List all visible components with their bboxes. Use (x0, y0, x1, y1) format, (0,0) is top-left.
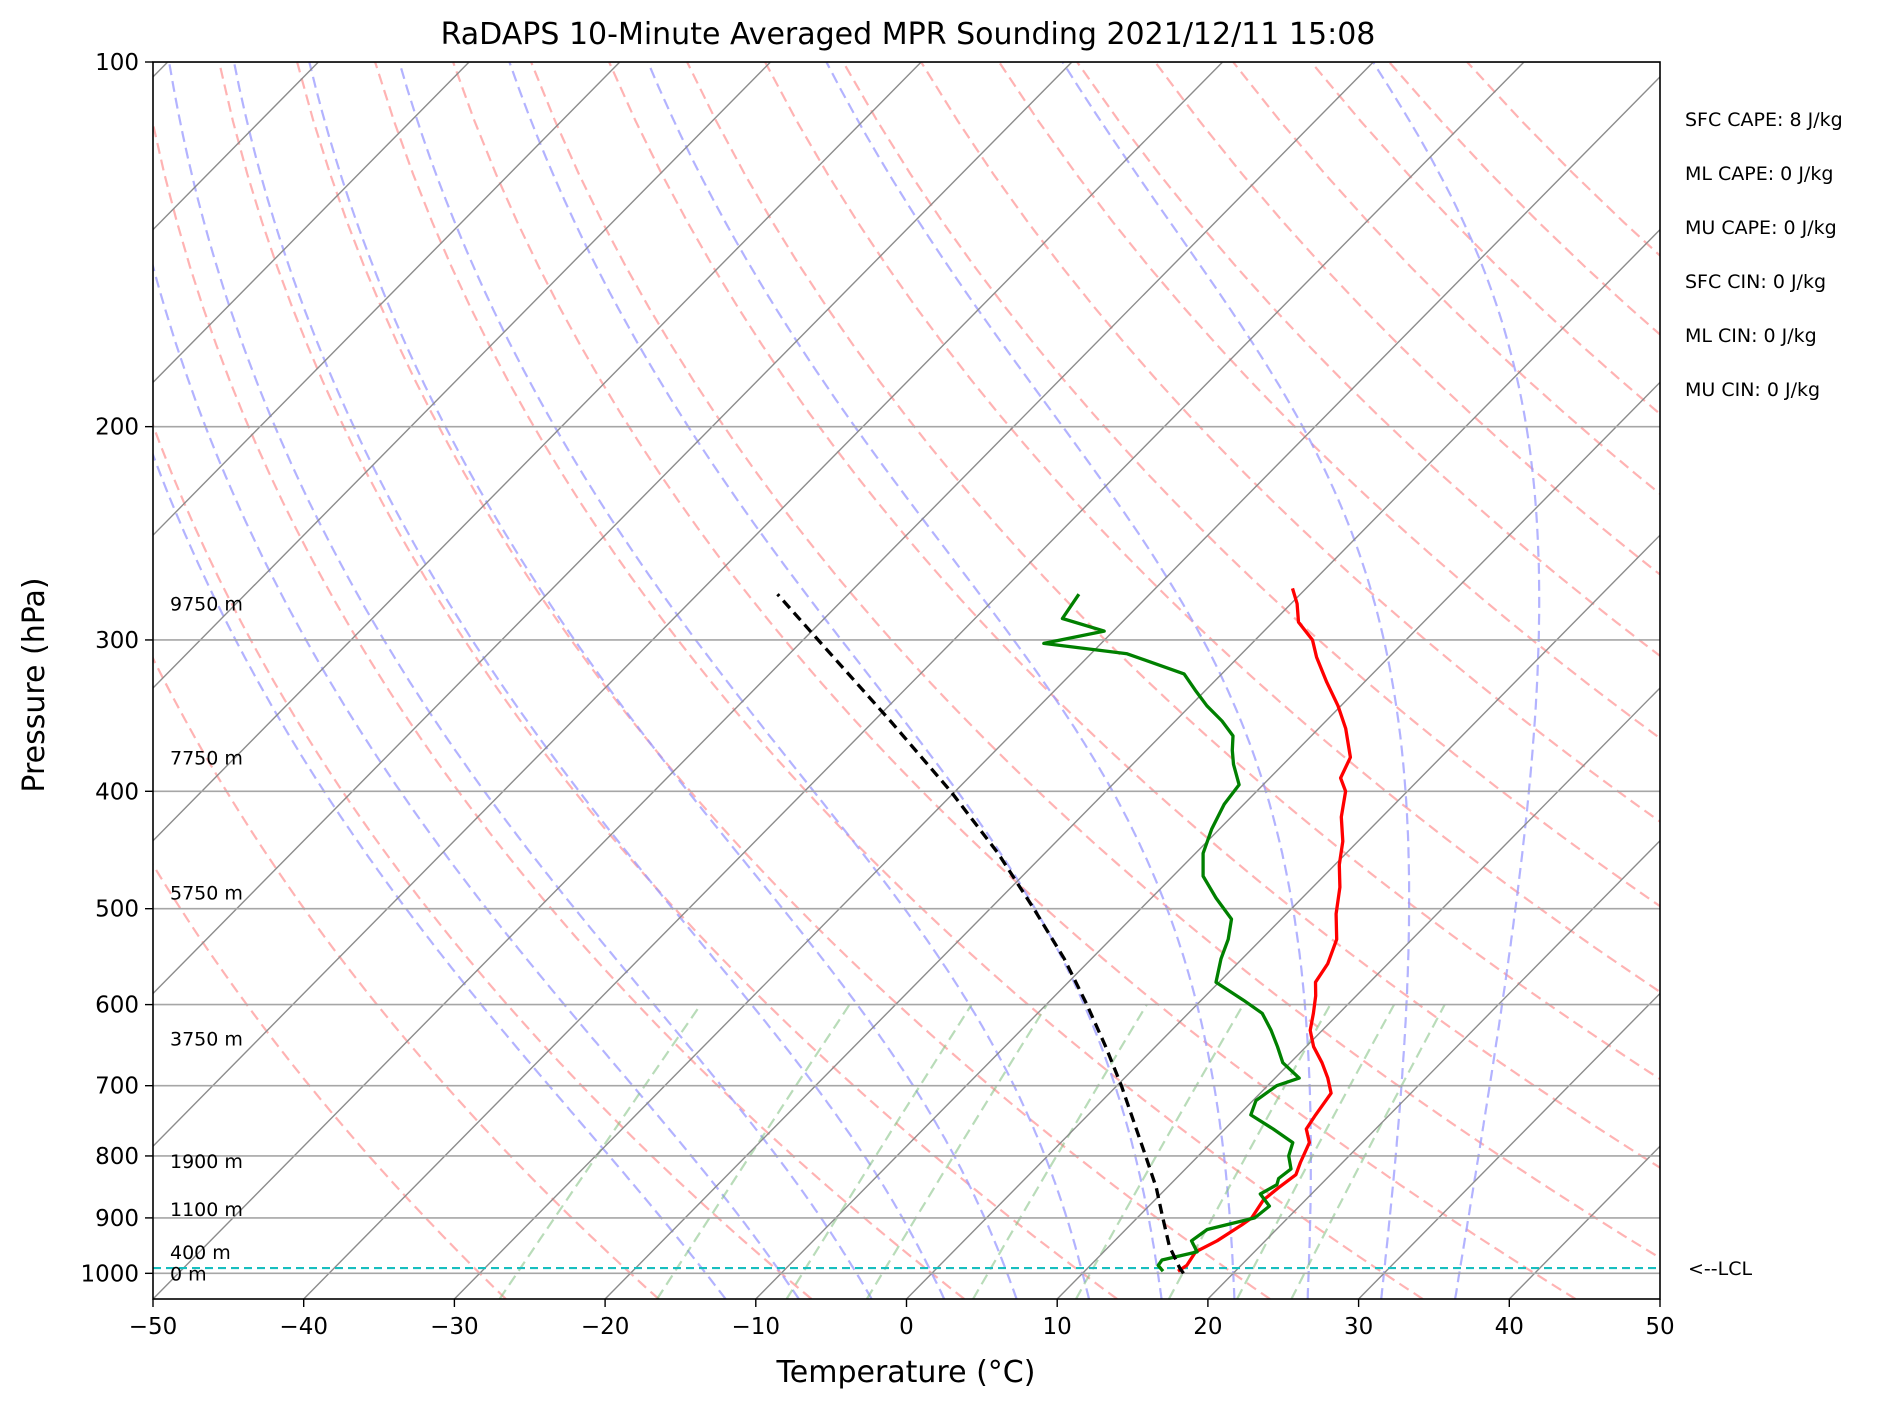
parcel-path-line (776, 593, 1185, 1275)
moist-adiabat-line (508, 62, 1163, 1299)
moist-adiabat-line (153, 262, 800, 1299)
mu-cape-text: MU CAPE: 0 J/kg (1685, 217, 1837, 239)
dry-adiabat-line (530, 62, 1660, 1260)
y-tick-label: 100 (95, 50, 139, 76)
moist-adiabat-line (398, 62, 1091, 1299)
height-label: 5750 m (170, 883, 243, 905)
y-tick-label: 800 (95, 1144, 139, 1170)
x-tick-label: 10 (1043, 1314, 1072, 1340)
moist-adiabat-line (1061, 62, 1411, 1299)
isotherm-line (153, 62, 1073, 995)
dry-adiabat-line (1154, 62, 1660, 576)
moist-adiabat-line (646, 62, 1236, 1299)
isotherm-line (1207, 839, 1660, 1299)
isotherm-line (153, 62, 1374, 1299)
ml-cin-text: ML CIN: 0 J/kg (1685, 325, 1817, 347)
x-tick-label: 0 (899, 1314, 914, 1340)
x-tick-label: 30 (1344, 1314, 1373, 1340)
chart-title: RaDAPS 10-Minute Averaged MPR Sounding 2… (441, 17, 1376, 52)
dry-adiabat-line (452, 62, 1577, 1299)
lcl-label: <--LCL (1688, 1258, 1752, 1280)
plot-frame (152, 61, 1661, 1300)
mixing-ratio-line (1290, 1004, 1446, 1299)
temperature-profile-line (1177, 587, 1353, 1273)
dry-adiabat-line (608, 62, 1660, 1169)
height-label: 9750 m (170, 594, 243, 616)
x-tick-label: −50 (129, 1314, 178, 1340)
mixing-ratio-line (498, 1003, 702, 1299)
dry-adiabat-line (153, 118, 965, 1299)
mixing-ratio-line (785, 1004, 973, 1299)
sfc-cape-text: SFC CAPE: 8 J/kg (1685, 109, 1843, 131)
isotherm-line (303, 62, 1525, 1299)
height-label: 0 m (170, 1263, 207, 1285)
isotherm-line (153, 62, 621, 537)
isotherm-line (755, 381, 1660, 1299)
height-label: 7750 m (170, 747, 243, 769)
dry-adiabat-line (153, 422, 813, 1299)
dry-adiabat-line (1076, 62, 1660, 658)
moist-adiabat-line (1372, 62, 1541, 1299)
moist-adiabat-line (168, 62, 873, 1299)
isotherm-line (153, 62, 771, 689)
mixing-ratio-line (1075, 1004, 1245, 1299)
moist-adiabat-line (232, 62, 946, 1299)
height-label: 1900 m (170, 1151, 243, 1173)
dry-adiabat-line (842, 62, 1660, 908)
dry-adiabat-line (153, 655, 660, 1299)
isotherm-line (153, 62, 470, 384)
y-tick-label: 300 (95, 628, 139, 654)
dry-adiabat-line (998, 62, 1660, 740)
x-tick-label: 40 (1495, 1314, 1524, 1340)
x-tick-label: 50 (1645, 1314, 1674, 1340)
isotherm-line (906, 534, 1660, 1299)
dewpoint-profile-line (1042, 593, 1301, 1273)
mu-cin-text: MU CIN: 0 J/kg (1685, 379, 1821, 401)
y-tick-label: 900 (95, 1206, 139, 1232)
y-tick-label: 400 (95, 779, 139, 805)
x-tick-label: −40 (279, 1314, 328, 1340)
y-axis-label: Pressure (hPa) (17, 577, 52, 792)
x-tick-label: −10 (732, 1314, 781, 1340)
y-tick-label: 200 (95, 415, 139, 441)
moist-adiabat-line (308, 62, 1018, 1299)
y-tick-label: 600 (95, 993, 139, 1019)
mixing-ratio-line (1236, 1004, 1396, 1299)
dry-adiabat-line (764, 62, 1660, 994)
isotherm-line (153, 62, 1224, 1148)
mixing-ratio-line (972, 1004, 1148, 1299)
x-axis-label: Temperature (°C) (776, 1355, 1036, 1390)
mixing-ratio-line (865, 1004, 1048, 1299)
x-tick-label: −20 (581, 1314, 630, 1340)
y-tick-label: 700 (95, 1074, 139, 1100)
dry-adiabat-line (296, 62, 1271, 1299)
isotherm-line (1056, 686, 1660, 1299)
y-tick-label: 500 (95, 897, 139, 923)
isotherm-line (153, 62, 922, 842)
isotherm-line (0, 62, 17, 1299)
ml-cape-text: ML CAPE: 0 J/kg (1685, 163, 1834, 185)
mixing-ratio-line (656, 1003, 851, 1299)
isotherm-line (1358, 992, 1660, 1299)
moist-adiabat-line (825, 62, 1313, 1299)
height-label: 400 m (170, 1242, 231, 1264)
moist-adiabat-line (153, 451, 727, 1299)
dry-adiabat-line (374, 62, 1424, 1299)
height-label: 3750 m (170, 1029, 243, 1051)
dry-adiabat-line (218, 62, 1118, 1299)
sounding-stats-panel: SFC CAPE: 8 J/kg ML CAPE: 0 J/kg MU CAPE… (1685, 108, 1843, 432)
isotherm-line (453, 75, 1660, 1299)
dry-adiabat-line (153, 862, 507, 1299)
isotherm-line (604, 228, 1660, 1299)
y-tick-label: 1000 (80, 1261, 139, 1287)
sfc-cin-text: SFC CIN: 0 J/kg (1685, 271, 1827, 293)
x-tick-label: 20 (1193, 1314, 1222, 1340)
x-tick-label: −30 (430, 1314, 479, 1340)
height-label: 1100 m (170, 1199, 243, 1221)
